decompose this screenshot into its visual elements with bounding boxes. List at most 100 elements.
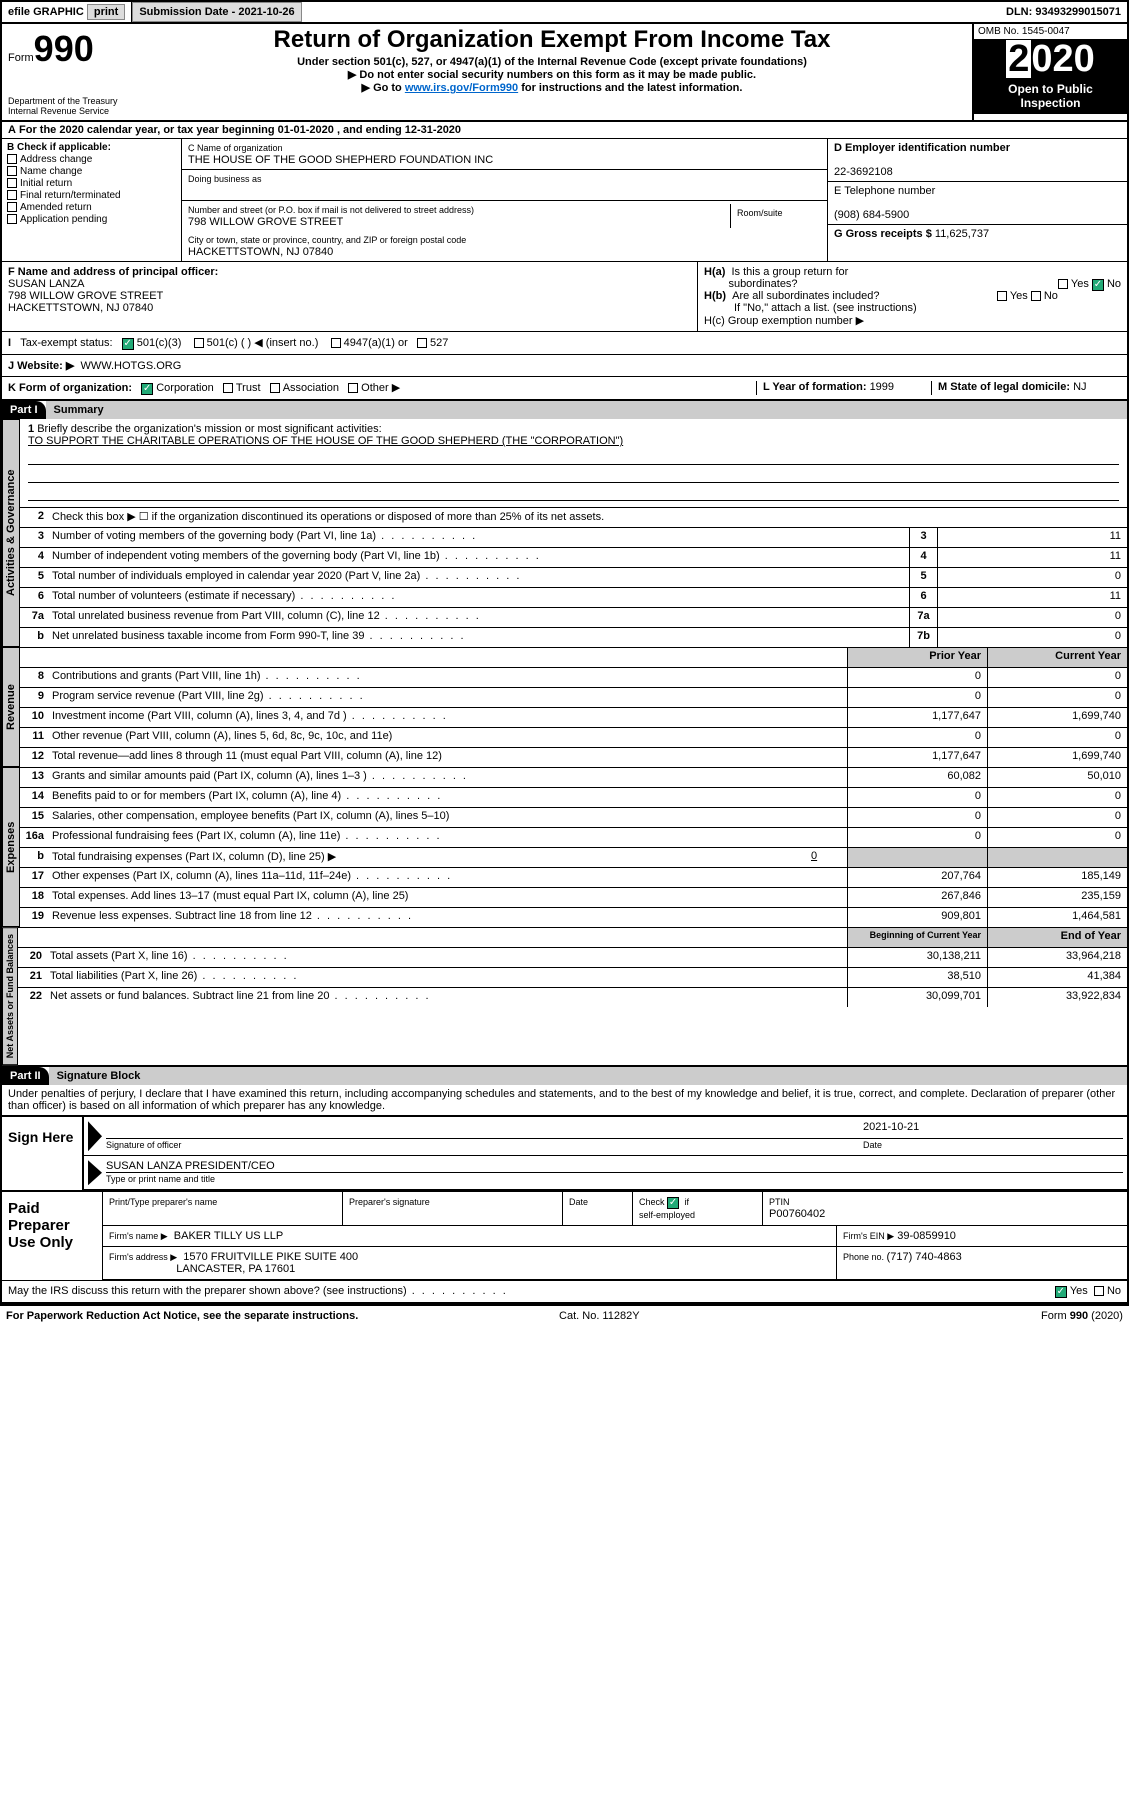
chk-discuss-no[interactable]: [1094, 1286, 1104, 1296]
chk-corp[interactable]: ✓: [141, 383, 153, 395]
ein-row: D Employer identification number22-36921…: [828, 139, 1127, 182]
signature-row: Signature of officer 2021-10-21Date: [84, 1117, 1127, 1156]
chk-assoc[interactable]: [270, 383, 280, 393]
mission-text: TO SUPPORT THE CHARITABLE OPERATIONS OF …: [28, 435, 623, 447]
ptin: P00760402: [769, 1208, 825, 1220]
chk-pending[interactable]: Application pending: [7, 214, 176, 225]
submission-date: Submission Date - 2021-10-26: [132, 2, 301, 22]
h-c: H(c) Group exemption number ▶: [704, 314, 1121, 327]
phone: (908) 684-5900: [834, 209, 909, 221]
footer-right: Form 990 (2020): [1041, 1310, 1123, 1322]
section-deg: D Employer identification number22-36921…: [827, 139, 1127, 261]
form-label: Form: [8, 52, 34, 64]
part2-title: Signature Block: [49, 1067, 1127, 1085]
part1-title: Summary: [46, 401, 1127, 419]
arrow-icon: [88, 1160, 102, 1185]
address-row: Number and street (or P.O. box if mail i…: [182, 201, 827, 231]
instruction-1: ▶ Do not enter social security numbers o…: [134, 68, 970, 81]
section-i: I Tax-exempt status: ✓501(c)(3) 501(c) (…: [2, 331, 1127, 354]
line-11: 11Other revenue (Part VIII, column (A), …: [20, 727, 1127, 747]
form-number-box: Form990 Department of the TreasuryIntern…: [2, 24, 132, 120]
line-19: 19Revenue less expenses. Subtract line 1…: [20, 907, 1127, 927]
sign-here-label: Sign Here: [2, 1117, 82, 1190]
subtitle: Under section 501(c), 527, or 4947(a)(1)…: [134, 56, 970, 68]
part2-label: Part II: [2, 1067, 49, 1085]
declaration: Under penalties of perjury, I declare th…: [2, 1085, 1127, 1115]
netassets-section: Net Assets or Fund Balances Beginning of…: [2, 927, 1127, 1065]
chk-amended[interactable]: Amended return: [7, 202, 176, 213]
section-a: A For the 2020 calendar year, or tax yea…: [2, 120, 1127, 138]
part2-header: Part II Signature Block: [2, 1065, 1127, 1085]
chk-initial[interactable]: Initial return: [7, 178, 176, 189]
section-j: J Website: ▶ WWW.HOTGS.ORG: [2, 354, 1127, 376]
print-button[interactable]: print: [87, 4, 125, 20]
line-16b: bTotal fundraising expenses (Part IX, co…: [20, 847, 1127, 867]
top-toolbar: efile GRAPHIC print Submission Date - 20…: [0, 0, 1129, 24]
activities-section: Activities & Governance 1 Briefly descri…: [2, 419, 1127, 647]
line-12: 12Total revenue—add lines 8 through 11 (…: [20, 747, 1127, 767]
line-8: 8Contributions and grants (Part VIII, li…: [20, 667, 1127, 687]
section-bcdeg: B Check if applicable: Address change Na…: [2, 138, 1127, 261]
line-16a: 16aProfessional fundraising fees (Part I…: [20, 827, 1127, 847]
name-row: SUSAN LANZA PRESIDENT/CEOType or print n…: [84, 1156, 1127, 1190]
discuss-row: May the IRS discuss this return with the…: [2, 1280, 1127, 1302]
netassets-header: Beginning of Current YearEnd of Year: [18, 927, 1127, 947]
preparer-row2: Firm's name ▶ BAKER TILLY US LLP Firm's …: [103, 1226, 1127, 1247]
receipts-row: G Gross receipts $ 11,625,737: [828, 225, 1127, 243]
firm-address: 1570 FRUITVILLE PIKE SUITE 400: [183, 1251, 358, 1263]
city-state: HACKETTSTOWN, NJ 07840: [188, 246, 333, 258]
chk-name[interactable]: Name change: [7, 166, 176, 177]
vtab-activities: Activities & Governance: [2, 419, 20, 647]
footer: For Paperwork Reduction Act Notice, see …: [0, 1304, 1129, 1326]
section-b: B Check if applicable: Address change Na…: [2, 139, 182, 261]
h-note: If "No," attach a list. (see instruction…: [704, 302, 1121, 314]
section-klm: K Form of organization: ✓Corporation Tru…: [2, 376, 1127, 399]
irs-link[interactable]: www.irs.gov/Form990: [405, 82, 518, 94]
chk-4947[interactable]: [331, 338, 341, 348]
chk-other[interactable]: [348, 383, 358, 393]
h-b: H(b) Are all subordinates included? Yes …: [704, 290, 1121, 302]
line-15: 15Salaries, other compensation, employee…: [20, 807, 1127, 827]
revenue-header: Prior YearCurrent Year: [20, 647, 1127, 667]
instruction-2: ▶ Go to www.irs.gov/Form990 for instruct…: [134, 81, 970, 94]
line-13: 13Grants and similar amounts paid (Part …: [20, 767, 1127, 787]
open-to-public: Open to Public Inspection: [974, 78, 1127, 114]
b-label: B Check if applicable:: [7, 142, 111, 153]
firm-name: BAKER TILLY US LLP: [174, 1230, 283, 1242]
section-k: K Form of organization: ✓Corporation Tru…: [8, 381, 756, 395]
chk-501c[interactable]: [194, 338, 204, 348]
chk-final[interactable]: Final return/terminated: [7, 190, 176, 201]
paid-label: Paid Preparer Use Only: [2, 1192, 102, 1280]
chk-address[interactable]: Address change: [7, 154, 176, 165]
chk-trust[interactable]: [223, 383, 233, 393]
preparer-row3: Firm's address ▶ 1570 FRUITVILLE PIKE SU…: [103, 1247, 1127, 1280]
chk-501c3[interactable]: ✓: [122, 338, 134, 350]
ein: 22-3692108: [834, 166, 893, 178]
chk-527[interactable]: [417, 338, 427, 348]
line-2: 2Check this box ▶ ☐ if the organization …: [20, 507, 1127, 527]
title-right: OMB No. 1545-0047 2020 Open to Public In…: [972, 24, 1127, 120]
h-a: H(a) Is this a group return for subordin…: [704, 266, 1121, 290]
title-bar: Form990 Department of the TreasuryIntern…: [2, 24, 1127, 120]
line-18: 18Total expenses. Add lines 13–17 (must …: [20, 887, 1127, 907]
line-21: 21Total liabilities (Part X, line 26)38,…: [18, 967, 1127, 987]
vtab-netassets: Net Assets or Fund Balances: [2, 927, 18, 1065]
footer-cat: Cat. No. 11282Y: [559, 1310, 640, 1322]
firm-phone: (717) 740-4863: [887, 1251, 962, 1263]
officer-title: SUSAN LANZA PRESIDENT/CEO: [106, 1160, 1123, 1173]
line-10: 10Investment income (Part VIII, column (…: [20, 707, 1127, 727]
line-7a: 7aTotal unrelated business revenue from …: [20, 607, 1127, 627]
sign-section: Sign Here Signature of officer 2021-10-2…: [2, 1115, 1127, 1190]
preparer-row1: Print/Type preparer's name Preparer's si…: [103, 1192, 1127, 1226]
firm-ein: 39-0859910: [897, 1230, 956, 1242]
line-9: 9Program service revenue (Part VIII, lin…: [20, 687, 1127, 707]
city-row: City or town, state or province, country…: [182, 231, 827, 261]
line-6: 6Total number of volunteers (estimate if…: [20, 587, 1127, 607]
expenses-section: Expenses 13Grants and similar amounts pa…: [2, 767, 1127, 927]
chk-discuss-yes[interactable]: ✓: [1055, 1286, 1067, 1298]
part1-header: Part I Summary: [2, 399, 1127, 419]
dept-label: Department of the TreasuryInternal Reven…: [8, 96, 126, 116]
sign-date: 2021-10-21: [863, 1121, 1123, 1139]
part1-label: Part I: [2, 401, 46, 419]
line-7b: bNet unrelated business taxable income f…: [20, 627, 1127, 647]
